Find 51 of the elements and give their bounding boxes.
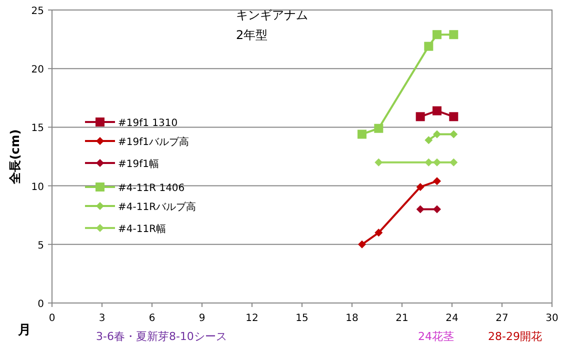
x-tick-label: 18 [346, 313, 358, 324]
x-tick-label: 12 [246, 313, 258, 324]
x-tick-label: 15 [296, 313, 308, 324]
y-tick-label: 25 [31, 6, 44, 17]
point [358, 240, 366, 248]
point [374, 228, 383, 237]
x-tick-label: 27 [496, 313, 508, 324]
point [358, 130, 366, 139]
y-tick-label: 20 [31, 64, 44, 76]
legend-label: #4-11Rバルブ高 [118, 201, 196, 213]
y-axis-title: 全長(cm) [8, 129, 22, 185]
point [433, 205, 441, 214]
x-tick-label: 30 [546, 313, 558, 324]
x-tick-label: 9 [198, 313, 206, 324]
x-tick-label: 24 [446, 313, 458, 324]
point [433, 177, 441, 186]
point [432, 106, 442, 116]
y-tick-label: 10 [31, 182, 44, 193]
y-tick-label: 0 [38, 299, 44, 310]
x-axis-title: 月 [17, 323, 31, 338]
legend-label: #19f1バルブ高 [118, 136, 189, 148]
point [449, 30, 458, 40]
y-tick-label: 5 [38, 240, 44, 252]
point [433, 130, 441, 138]
legend-label: #4-11R 1406 [118, 183, 185, 194]
point [450, 158, 458, 166]
text: 28-29開花 [488, 330, 542, 343]
y-tick-label: 15 [31, 123, 44, 134]
x-tick-label: 21 [396, 313, 408, 324]
text: 24花茎 [418, 330, 454, 343]
chart-title: キンギアナム [236, 8, 308, 22]
text: 2年型 [236, 28, 268, 42]
point [424, 42, 434, 51]
point [374, 124, 384, 133]
x-tick-label: 0 [48, 313, 56, 324]
point [433, 158, 441, 166]
legend-label: #4-11R幅 [118, 223, 166, 235]
legend-label: #19f1幅 [118, 158, 159, 170]
point [416, 182, 424, 191]
legend-label: #19f1 1310 [118, 118, 178, 129]
point [416, 205, 424, 214]
point [374, 158, 383, 166]
point [424, 136, 433, 144]
point [424, 158, 433, 166]
text: 3-6春・夏新芽8-10シース [96, 330, 227, 343]
point [416, 112, 425, 122]
x-tick-label: 6 [148, 313, 156, 324]
x-tick-label: 3 [98, 313, 106, 324]
point [449, 112, 458, 122]
point [432, 30, 442, 40]
point [450, 130, 458, 138]
